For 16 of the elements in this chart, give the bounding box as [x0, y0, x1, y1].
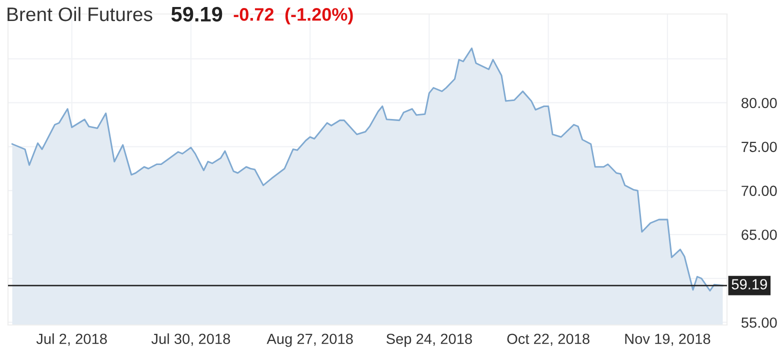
x-tick-label: Jul 30, 2018 — [151, 333, 230, 346]
ref-line-label: 59.19 — [732, 279, 767, 290]
annotation: -0.72 — [234, 8, 274, 21]
y-tick-label: 80.00 — [742, 98, 777, 108]
x-tick-label: Jul 2, 2018 — [36, 333, 107, 346]
x-tick-label: Sep 24, 2018 — [386, 334, 472, 347]
y-tick-label: 75.00 — [742, 142, 777, 152]
x-tick-label: Oct 22, 2018 — [507, 334, 590, 346]
y-tick-label: 55.00 — [741, 317, 777, 328]
y-tick-label: 70.00 — [742, 186, 777, 196]
x-tick-label: Aug 27, 2018 — [266, 334, 353, 347]
annotation: 59.19 — [171, 6, 222, 22]
y-tick-label: 65.00 — [742, 230, 777, 240]
annotation: (-1.20%) — [285, 8, 353, 24]
x-tick-label: Nov 19, 2018 — [625, 334, 710, 346]
chart-title: Brent Oil Futures — [8, 6, 152, 22]
